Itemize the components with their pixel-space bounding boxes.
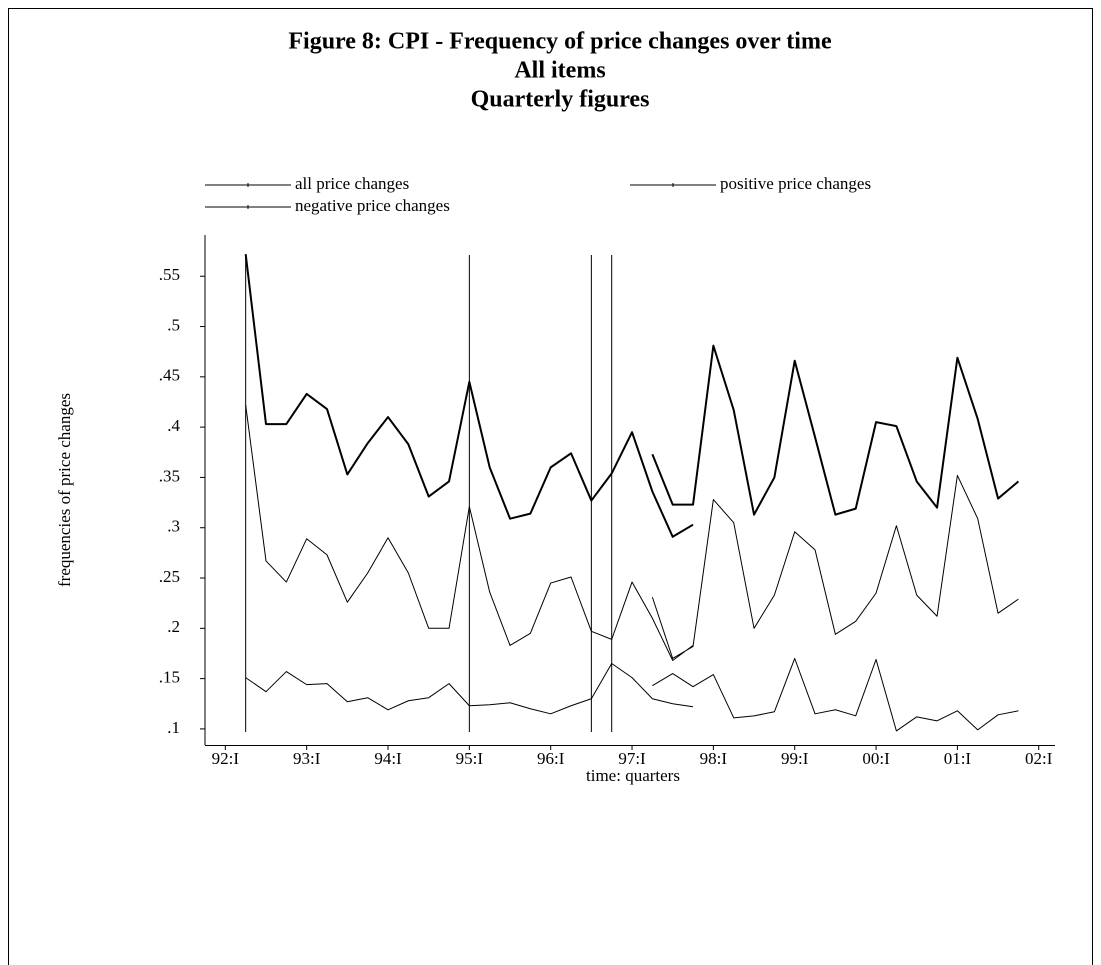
y-tick-label: .2 bbox=[167, 617, 180, 636]
y-tick-label: .4 bbox=[167, 416, 180, 435]
y-axis-title: frequencies of price changes bbox=[55, 393, 74, 587]
x-tick-label: 01:I bbox=[944, 749, 972, 768]
series-line bbox=[245, 404, 1019, 661]
x-tick-label: 00:I bbox=[862, 749, 890, 768]
series-line bbox=[244, 253, 1020, 538]
x-tick-label: 99:I bbox=[781, 749, 809, 768]
x-axis-title: time: quarters bbox=[586, 766, 680, 785]
y-tick-label: .35 bbox=[159, 466, 180, 485]
x-tick-label: 02:I bbox=[1025, 749, 1053, 768]
x-tick-label: 97:I bbox=[618, 749, 646, 768]
y-tick-label: .25 bbox=[159, 567, 180, 586]
y-tick-label: .5 bbox=[167, 315, 180, 334]
legend-label: all price changes bbox=[295, 174, 409, 193]
x-tick-label: 98:I bbox=[700, 749, 728, 768]
y-tick-label: .1 bbox=[167, 718, 180, 737]
y-tick-label: .45 bbox=[159, 366, 180, 385]
legend-label: positive price changes bbox=[720, 174, 871, 193]
chart-title: Figure 8: CPI - Frequency of price chang… bbox=[288, 29, 832, 55]
y-tick-label: .55 bbox=[159, 265, 180, 284]
x-tick-label: 96:I bbox=[537, 749, 565, 768]
x-tick-label: 94:I bbox=[374, 749, 402, 768]
chart-title: All items bbox=[514, 58, 605, 84]
chart-title: Quarterly figures bbox=[471, 87, 650, 113]
x-tick-label: 95:I bbox=[456, 749, 484, 768]
x-tick-label: 93:I bbox=[293, 749, 321, 768]
y-tick-label: .3 bbox=[167, 517, 180, 536]
series-line bbox=[245, 657, 1019, 732]
legend-label: negative price changes bbox=[295, 196, 450, 215]
x-tick-label: 92:I bbox=[212, 749, 240, 768]
y-tick-label: .15 bbox=[159, 668, 180, 687]
